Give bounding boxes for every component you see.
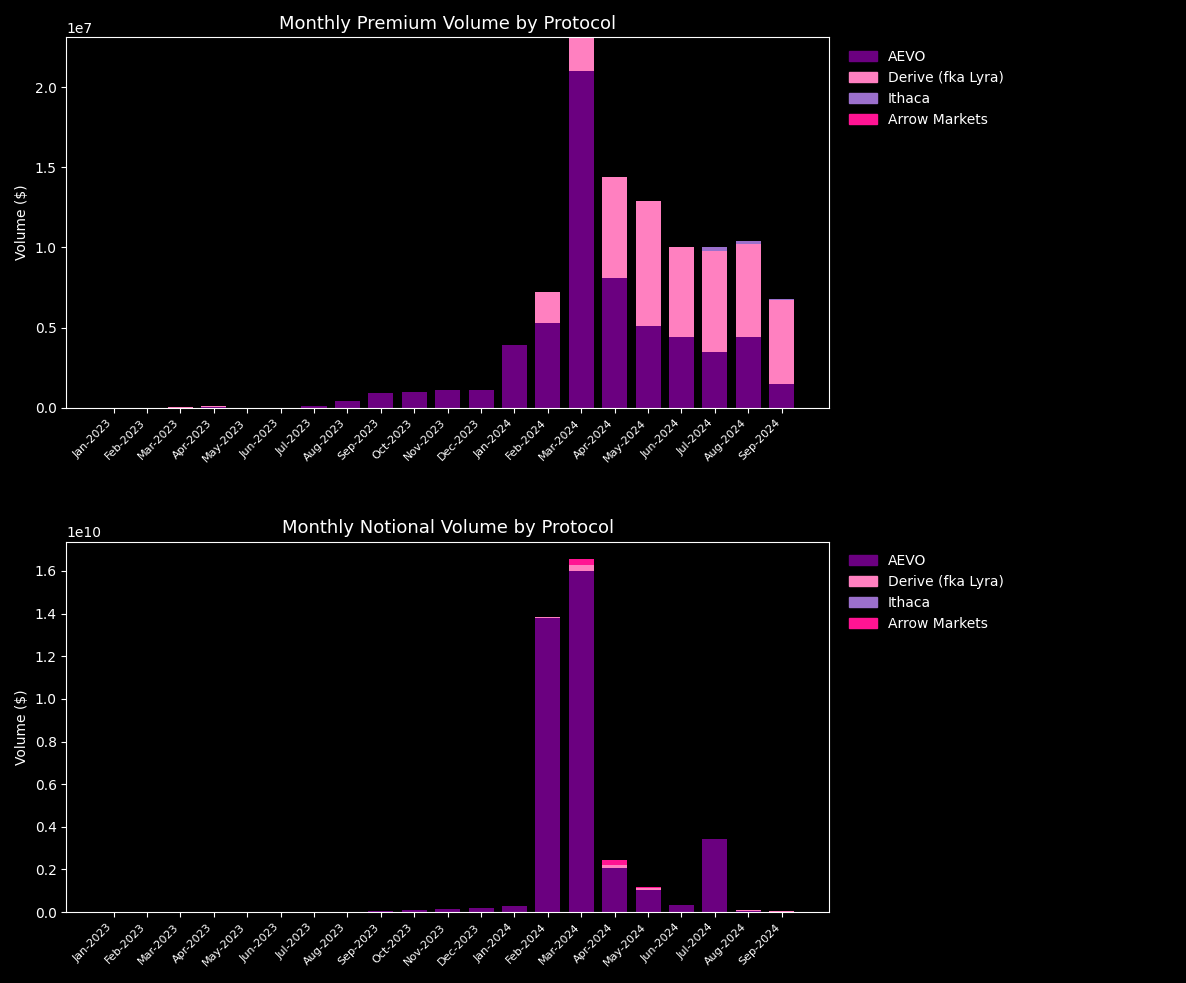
Bar [569,71,594,408]
Bar [702,352,727,408]
Bar [735,337,760,408]
Bar [636,887,661,888]
Bar [301,406,326,408]
Bar [602,860,627,865]
Bar [702,248,727,251]
Y-axis label: Volume ($): Volume ($) [15,689,28,765]
Bar [468,908,493,912]
Bar [770,299,795,301]
Bar [702,838,727,912]
Bar [569,37,594,71]
Y-axis label: Volume ($): Volume ($) [15,185,30,260]
Title: Monthly Notional Volume by Protocol: Monthly Notional Volume by Protocol [281,519,613,538]
Bar [535,322,560,408]
Bar [669,337,694,408]
Bar [502,905,527,912]
Bar [569,571,594,912]
Bar [502,345,527,408]
Bar [735,244,760,337]
Bar [602,177,627,278]
Bar [602,868,627,912]
Bar [468,390,493,408]
Bar [535,292,560,322]
Bar [334,401,361,408]
Bar [735,241,760,244]
Legend: AEVO, Derive (fka Lyra), Ithaca, Arrow Markets: AEVO, Derive (fka Lyra), Ithaca, Arrow M… [843,549,1009,637]
Bar [636,890,661,912]
Bar [602,865,627,868]
Bar [702,251,727,352]
Bar [402,910,427,912]
Bar [636,201,661,326]
Bar [636,326,661,408]
Bar [735,911,760,912]
Bar [770,383,795,408]
Bar [669,248,694,337]
Bar [569,559,594,564]
Legend: AEVO, Derive (fka Lyra), Ithaca, Arrow Markets: AEVO, Derive (fka Lyra), Ithaca, Arrow M… [843,44,1009,133]
Bar [669,905,694,912]
Bar [435,390,460,408]
Bar [402,392,427,408]
Bar [369,393,394,408]
Bar [569,564,594,571]
Bar [602,278,627,408]
Bar [770,301,795,383]
Bar [535,618,560,912]
Bar [636,888,661,890]
Bar [735,910,760,911]
Bar [435,908,460,912]
Title: Monthly Premium Volume by Protocol: Monthly Premium Volume by Protocol [279,15,617,33]
